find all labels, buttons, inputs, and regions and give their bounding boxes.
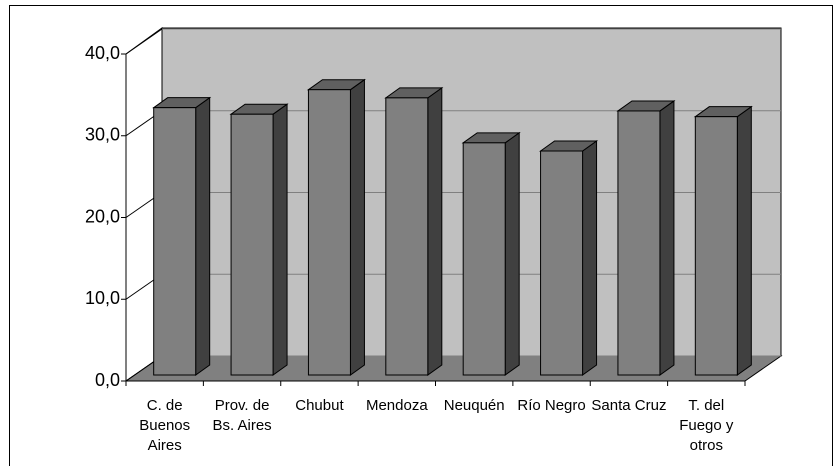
y-tick-label: 10,0 bbox=[85, 288, 120, 308]
bar-front bbox=[462, 142, 506, 376]
bar-side bbox=[504, 131, 520, 376]
y-tick-label: 40,0 bbox=[85, 43, 120, 63]
bar-front bbox=[385, 97, 429, 376]
y-tick-label: 20,0 bbox=[85, 206, 120, 226]
bar-side bbox=[659, 99, 675, 376]
bar bbox=[384, 86, 444, 376]
x-tick-label: Chubut bbox=[295, 397, 344, 414]
bar-side bbox=[195, 96, 211, 376]
bar bbox=[229, 103, 289, 376]
bar-front bbox=[307, 89, 351, 376]
x-tick-label: Mendoza bbox=[365, 397, 428, 414]
bar bbox=[461, 131, 521, 376]
bar-side bbox=[582, 140, 598, 376]
y-tick-label: 30,0 bbox=[85, 125, 120, 145]
x-tick-label: Prov. de Bs. Aires bbox=[212, 397, 272, 434]
x-tick-label: Neuquén bbox=[443, 397, 505, 414]
bar-front bbox=[230, 113, 274, 376]
bar bbox=[616, 99, 676, 376]
bar bbox=[693, 105, 753, 376]
y-tick-label: 0,0 bbox=[95, 370, 120, 390]
x-tick-label: T. del Fuego y otros bbox=[679, 397, 734, 454]
frame bbox=[9, 5, 833, 466]
bar-front bbox=[153, 107, 197, 376]
bar-side bbox=[736, 105, 752, 376]
bar-front bbox=[540, 150, 584, 376]
bar bbox=[539, 140, 599, 376]
bar bbox=[152, 96, 212, 376]
bar-front bbox=[617, 110, 661, 376]
bar-front bbox=[694, 116, 738, 376]
bar-side bbox=[427, 86, 443, 376]
grid-line bbox=[125, 28, 163, 55]
bar bbox=[306, 78, 366, 376]
bar-side bbox=[272, 103, 288, 376]
x-tick-label: C. de Buenos Aires bbox=[139, 397, 191, 454]
x-tick-label: Santa Cruz bbox=[591, 397, 667, 414]
floor bbox=[124, 355, 783, 382]
x-tick-label: Río Negro bbox=[517, 397, 586, 414]
bar-side bbox=[349, 78, 365, 376]
